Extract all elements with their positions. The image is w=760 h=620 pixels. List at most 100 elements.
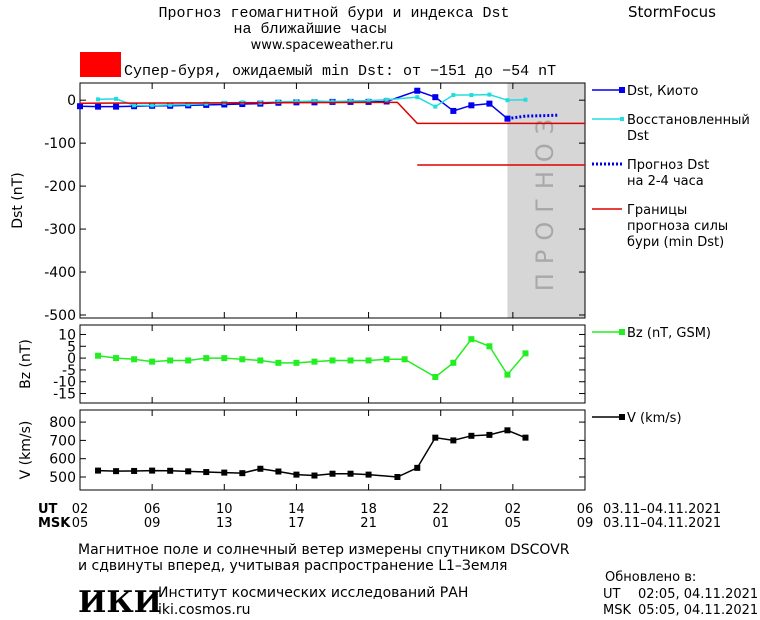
updated: Обновлено в: (605, 570, 696, 585)
data-point (275, 359, 282, 366)
x-tick-label: 14 (288, 502, 305, 517)
data-point (468, 336, 475, 343)
x-tick-label: 05 (72, 516, 89, 531)
y-tick-label: 0 (67, 93, 76, 109)
data-point (113, 468, 120, 475)
brand: StormFocus (628, 3, 716, 21)
x-tick-label: 09 (577, 516, 594, 531)
legend-label: V (km/s) (627, 411, 682, 426)
data-point (432, 434, 439, 441)
site: iki.cosmos.ru (158, 602, 250, 618)
data-point (293, 359, 300, 366)
data-point (505, 98, 510, 103)
data-point (257, 465, 264, 472)
y-axis-label: Bz (nT) (18, 339, 34, 389)
data-point (365, 471, 372, 478)
plot-frame (79, 324, 586, 404)
data-point (468, 432, 475, 439)
y-tick-label: -10 (53, 375, 76, 391)
y-tick-label: -100 (44, 136, 76, 152)
series-line (97, 338, 527, 378)
data-point (95, 467, 102, 474)
logo: ИКИ (78, 585, 162, 620)
data-point (330, 99, 335, 104)
legend-label: Прогноз Dst на 2-4 часа (627, 158, 709, 189)
data-point (276, 99, 281, 104)
data-point (487, 92, 492, 97)
data-point (186, 102, 191, 107)
data-point (450, 107, 457, 114)
subtitle: на ближайшие часы (233, 21, 386, 38)
data-point (433, 104, 438, 109)
data-point (347, 470, 354, 477)
data-point (221, 355, 228, 362)
data-point (221, 469, 228, 476)
data-point (468, 102, 475, 109)
y-tick-label: -300 (44, 222, 76, 238)
data-point (168, 102, 173, 107)
y-tick-label: 500 (49, 470, 76, 486)
legend-marker (619, 87, 625, 93)
data-point (150, 103, 155, 108)
legend-label: Bz (nT, GSM) (627, 326, 711, 341)
legend-label: Восстановленный Dst (627, 113, 750, 144)
y-tick-label: 5 (67, 339, 76, 355)
x-tick-label: 01 (432, 516, 449, 531)
data-point (132, 103, 137, 108)
data-point (113, 103, 120, 110)
data-point (486, 431, 493, 438)
legend-marker (619, 414, 625, 420)
legend-label: Границы прогноза силы бури (min Dst) (627, 203, 728, 250)
plot-frame (79, 409, 586, 491)
plot-frame (79, 82, 586, 319)
data-point (522, 350, 529, 357)
series-line (507, 113, 558, 121)
data-point (504, 371, 511, 378)
data-point (293, 471, 300, 478)
x-tick-label: 06 (577, 502, 594, 517)
data-point (95, 103, 102, 110)
msk-range: 03.11–04.11.2021 (603, 516, 721, 531)
data-point (77, 103, 83, 110)
y-tick-label: -5 (62, 363, 76, 379)
data-point (432, 374, 439, 380)
x-tick-label: 13 (216, 516, 233, 531)
ut-label: UT (603, 587, 621, 602)
data-point (383, 356, 390, 363)
x-tick-label: 06 (144, 502, 161, 517)
url: www.spaceweather.ru (251, 38, 394, 53)
institute: Институт космических исследований РАН (158, 585, 468, 601)
x-tick-label: 18 (360, 502, 377, 517)
data-point (384, 97, 389, 102)
x-tick-label: 17 (288, 516, 305, 531)
data-point (257, 357, 264, 364)
legend-marker (620, 117, 624, 121)
forecast-label: ПРОГНОЗ (531, 110, 559, 291)
ut-label: UT (38, 502, 58, 517)
msk-label: MSK (603, 603, 631, 618)
data-point (131, 356, 138, 363)
data-point (329, 470, 336, 477)
data-point (366, 98, 371, 103)
data-point (348, 99, 353, 104)
data-point (522, 434, 529, 441)
data-point (469, 93, 474, 98)
data-point (311, 472, 318, 479)
data-point (450, 437, 457, 444)
legend-marker (619, 329, 625, 335)
note: Магнитное поле и солнечный ветер измерен… (78, 542, 570, 558)
data-point (450, 359, 457, 366)
data-point (167, 357, 174, 364)
data-point (203, 355, 210, 362)
data-point (131, 467, 138, 474)
y-axis-label: V (km/s) (18, 421, 34, 480)
data-point (486, 343, 493, 350)
data-point (347, 357, 354, 364)
data-point (149, 467, 156, 474)
y-tick-label: 600 (49, 452, 76, 468)
data-point (203, 469, 210, 476)
data-point (365, 357, 372, 364)
title: Прогноз геомагнитной бури и индекса Dst (158, 5, 509, 22)
data-point (149, 358, 156, 365)
ut-time: 02:05, 04.11.2021 (638, 587, 758, 602)
